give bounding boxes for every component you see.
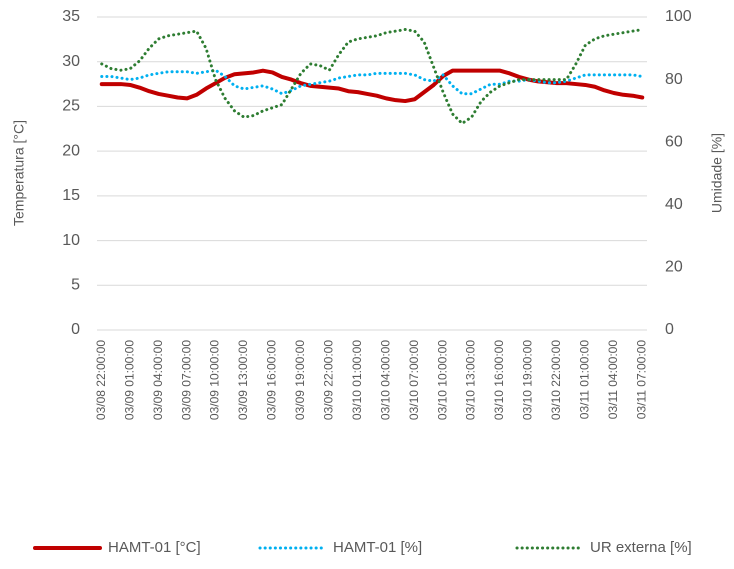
y2-tick-label: 60	[665, 133, 683, 150]
x-tick-label: 03/09 22:00:00	[321, 340, 335, 420]
x-tick-label: 03/09 13:00:00	[236, 340, 250, 420]
x-tick-label: 03/09 10:00:00	[208, 340, 222, 420]
x-tick-label: 03/09 07:00:00	[179, 340, 193, 420]
y-tick-label: 0	[71, 321, 80, 338]
y2-tick-label: 100	[665, 8, 692, 25]
y2-tick-label: 40	[665, 196, 683, 213]
y2-tick-label: 80	[665, 71, 683, 88]
series-line	[100, 28, 644, 125]
legend-label: UR externa [%]	[590, 539, 692, 556]
x-tick-label: 03/10 16:00:00	[492, 340, 506, 420]
x-tick-label: 03/09 04:00:00	[151, 340, 165, 420]
x-tick-label: 03/10 13:00:00	[464, 340, 478, 420]
series-line	[99, 68, 645, 104]
y-tick-label: 25	[62, 98, 80, 115]
legend-label: HAMT-01 [°C]	[108, 539, 201, 556]
legend-label: HAMT-01 [%]	[333, 539, 422, 556]
y2-tick-label: 20	[665, 259, 683, 276]
y2-tick-label: 0	[665, 321, 674, 338]
x-tick-label: 03/11 04:00:00	[606, 340, 620, 420]
x-tick-label: 03/10 19:00:00	[521, 340, 535, 420]
series-line	[100, 68, 644, 96]
x-tick-label: 03/11 07:00:00	[634, 340, 648, 420]
y-tick-label: 30	[62, 53, 80, 70]
y-tick-label: 35	[62, 8, 80, 25]
x-tick-label: 03/11 01:00:00	[578, 340, 592, 420]
x-tick-label: 03/09 16:00:00	[265, 340, 279, 420]
y2-axis-title: Umidade [%]	[709, 133, 725, 213]
y-axis-title: Temperatura [°C]	[11, 120, 27, 226]
y-tick-label: 20	[62, 142, 80, 159]
y-tick-label: 10	[62, 232, 80, 249]
x-tick-label: 03/08 22:00:00	[94, 340, 108, 420]
x-tick-label: 03/10 22:00:00	[549, 340, 563, 420]
x-tick-label: 03/10 10:00:00	[435, 340, 449, 420]
y-tick-label: 5	[71, 277, 80, 294]
x-tick-label: 03/10 01:00:00	[350, 340, 364, 420]
x-tick-label: 03/10 04:00:00	[378, 340, 392, 420]
x-tick-label: 03/09 01:00:00	[122, 340, 136, 420]
y-tick-label: 15	[62, 187, 80, 204]
x-tick-label: 03/10 07:00:00	[407, 340, 421, 420]
x-tick-label: 03/09 19:00:00	[293, 340, 307, 420]
